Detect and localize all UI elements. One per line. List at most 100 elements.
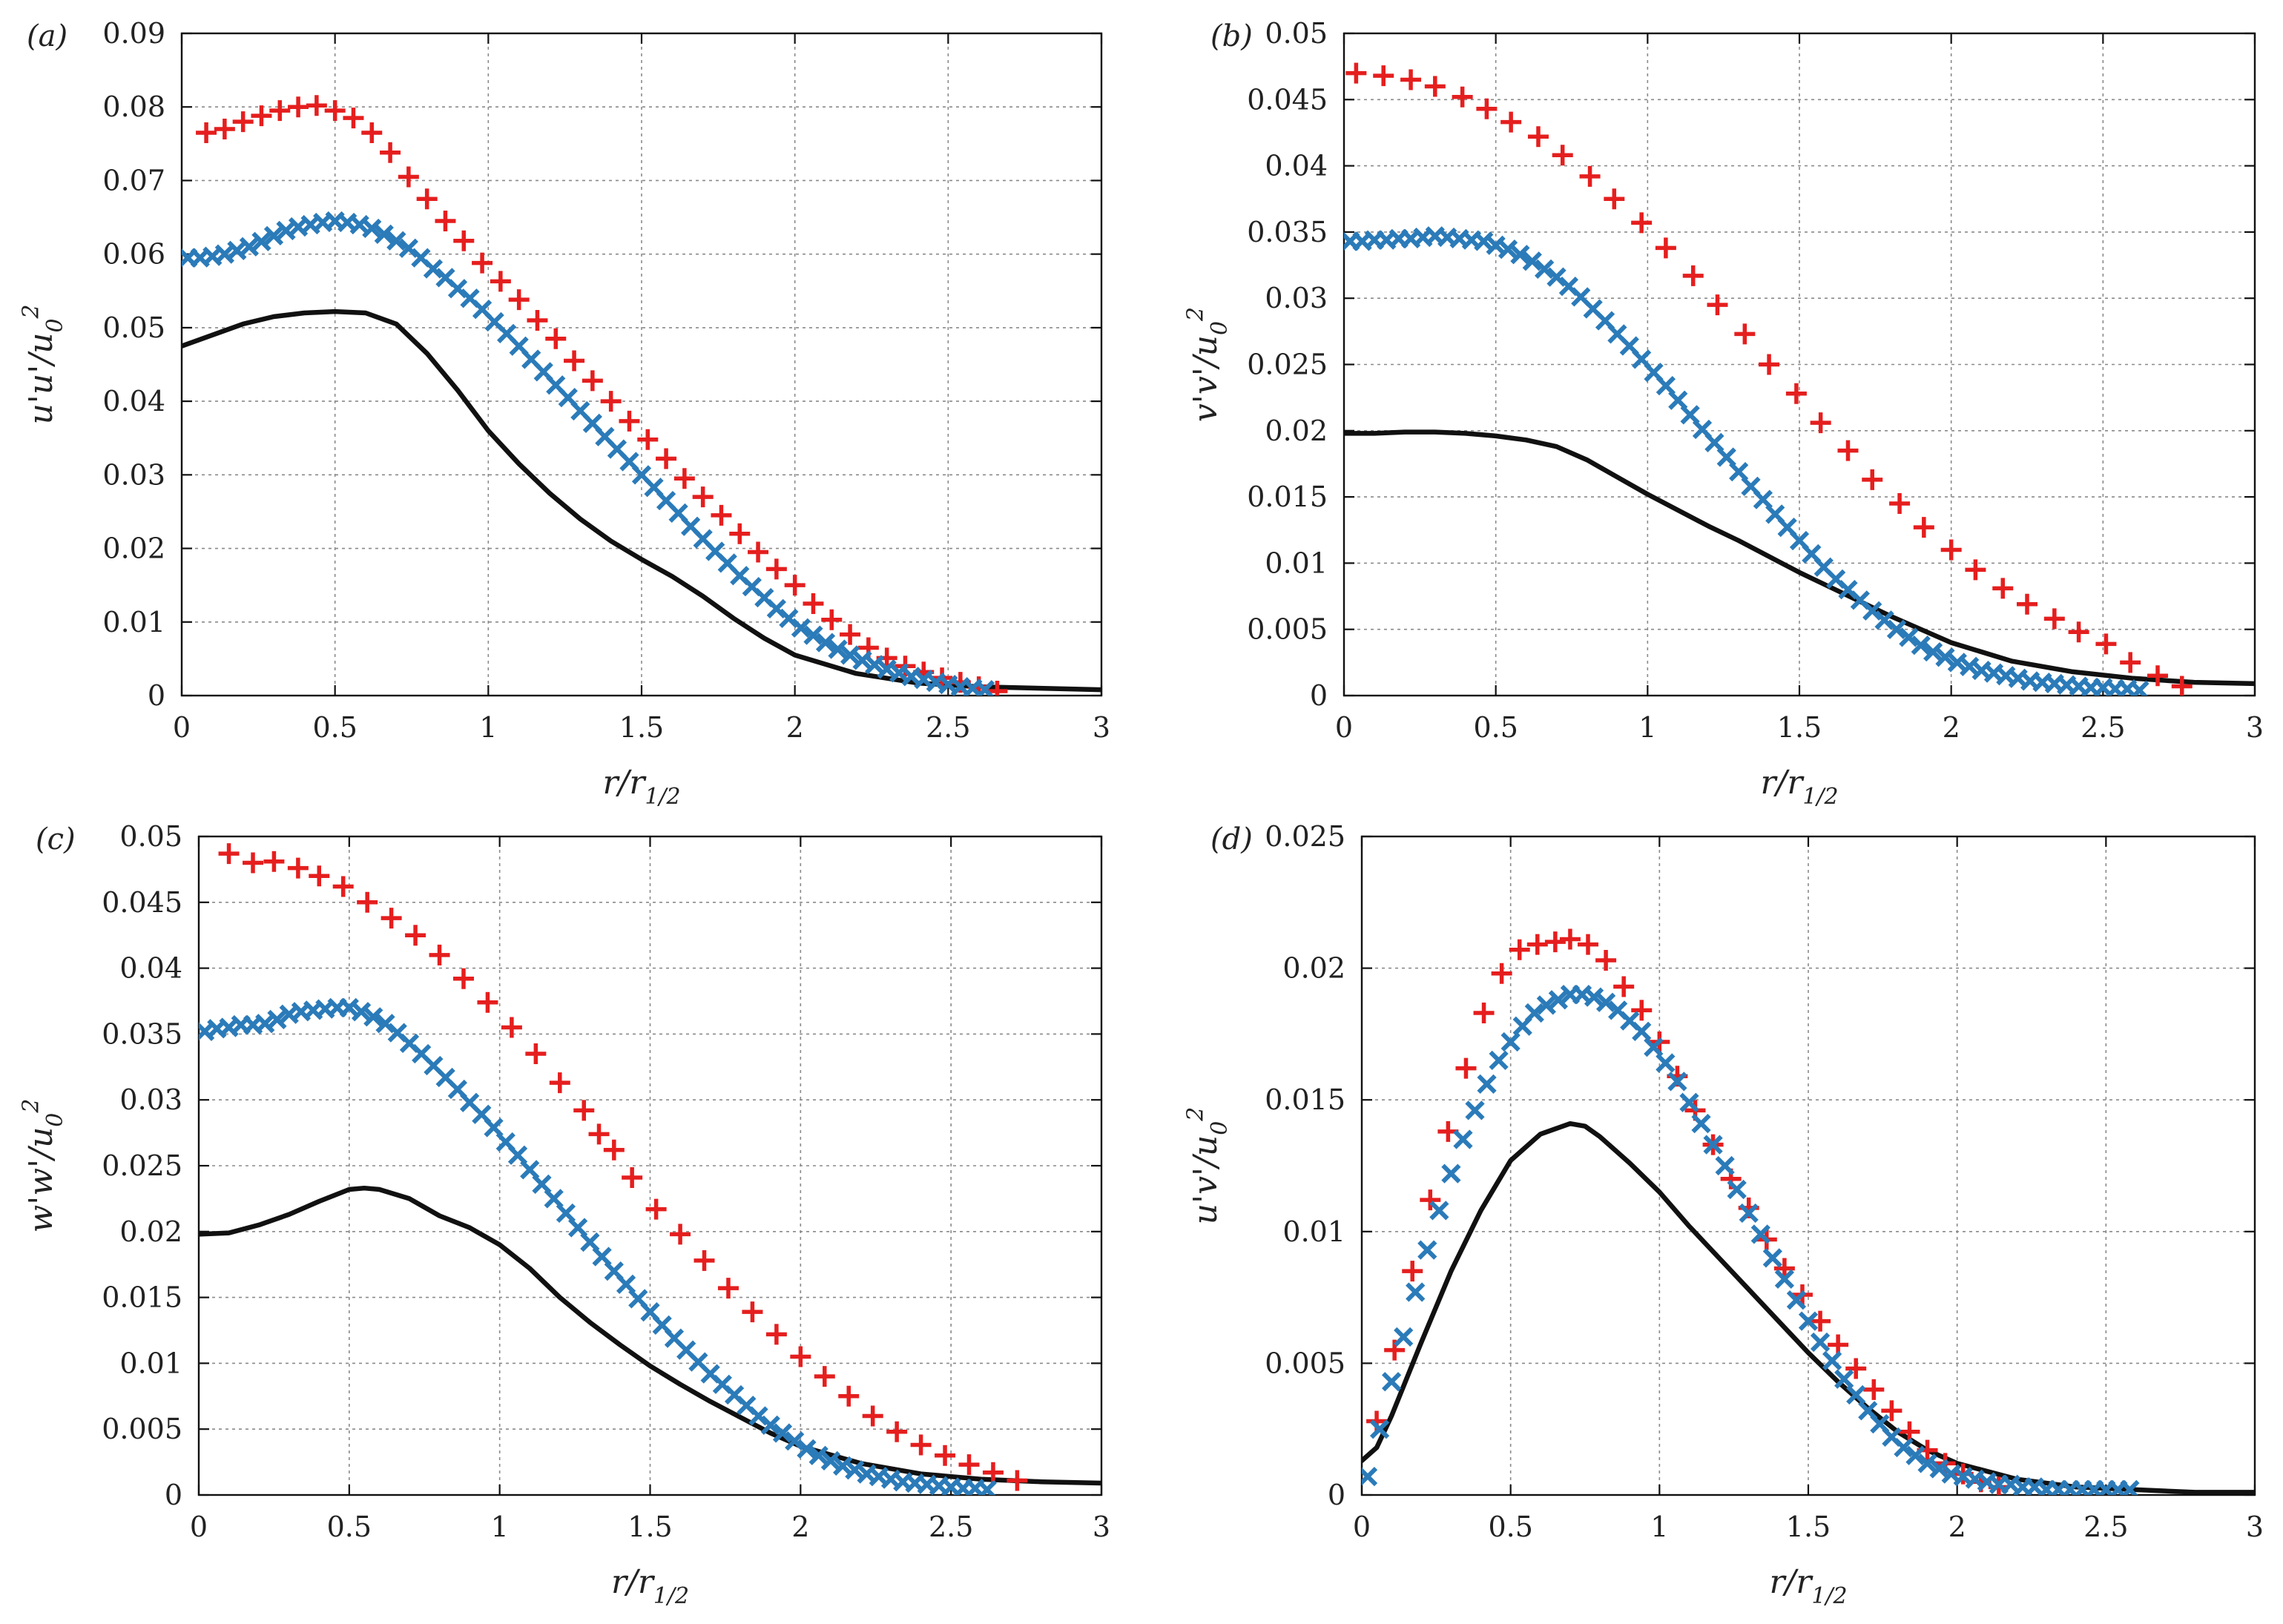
x-tick-label: 0.5 xyxy=(312,711,357,744)
y-tick-label: 0.05 xyxy=(119,820,182,853)
y-tick-label: 0.045 xyxy=(102,886,182,919)
series-line xyxy=(199,1185,1101,1486)
y-tick-label: 0.02 xyxy=(102,532,165,565)
plus-marker xyxy=(910,1434,932,1456)
plus-marker xyxy=(525,1043,547,1065)
cross-marker xyxy=(386,231,406,251)
panel-a: 0 0.5 1 1.5 2 2.5 3 0 0.01 0.02 0.03 0.04 0.05 0.06 0.… xyxy=(19,17,1111,810)
x-tick-label: 0.5 xyxy=(327,1511,372,1543)
x-tick-label: 3 xyxy=(1093,711,1110,744)
plus-marker xyxy=(1682,265,1704,286)
plus-marker xyxy=(729,523,751,544)
label-part: 1/2 xyxy=(1811,1583,1847,1609)
label-part: 2 xyxy=(1183,307,1209,322)
cross-marker xyxy=(239,237,260,257)
plus-marker xyxy=(790,1346,811,1367)
plot-frame xyxy=(1343,32,2256,697)
cross-marker xyxy=(828,639,848,659)
y-axis-label: w'w'/u02 xyxy=(19,1099,69,1233)
cross-marker xyxy=(1394,1327,1414,1347)
plus-marker xyxy=(1613,976,1635,997)
plus-marker xyxy=(1526,934,1548,955)
plus-marker xyxy=(711,504,732,526)
plus-marker xyxy=(1889,493,1911,515)
label-part: 0 xyxy=(1207,321,1233,335)
plus-marker xyxy=(1940,539,1962,561)
plus-marker xyxy=(1373,65,1394,87)
plus-marker xyxy=(472,252,493,274)
plus-marker xyxy=(582,370,603,392)
y-tick-label: 0.005 xyxy=(102,1413,182,1445)
x-tick-label: 0 xyxy=(1353,1511,1371,1543)
plus-marker xyxy=(380,908,402,929)
plus-marker xyxy=(1759,354,1780,375)
plus-marker xyxy=(1452,86,1473,108)
plus-marker xyxy=(645,1198,667,1220)
y-tick-label: 0.03 xyxy=(119,1083,182,1116)
plus-marker xyxy=(1773,1258,1795,1279)
x-tick-label: 2.5 xyxy=(2081,711,2125,744)
label-part: r/r xyxy=(1760,764,1805,802)
cross-marker xyxy=(1834,1369,1854,1389)
series-group xyxy=(182,95,1101,696)
cross-marker xyxy=(840,645,860,665)
cross-marker xyxy=(1899,627,1919,647)
plus-marker xyxy=(1655,237,1676,259)
y-tick-label: 0.015 xyxy=(1265,1083,1345,1116)
x-tick-label: 3 xyxy=(1093,1511,1110,1543)
cross-marker xyxy=(791,618,811,638)
label-part: 2 xyxy=(19,304,45,319)
plus-marker xyxy=(232,111,254,133)
plus-marker xyxy=(2068,621,2089,643)
cross-marker xyxy=(1632,1021,1652,1041)
plus-marker xyxy=(982,1462,1004,1483)
plus-marker xyxy=(1845,1358,1867,1379)
x-tick-label: 1.5 xyxy=(627,1511,672,1543)
cross-marker xyxy=(1489,1050,1509,1071)
cross-marker xyxy=(1417,1240,1437,1260)
cross-marker xyxy=(1739,1203,1759,1224)
cross-marker xyxy=(1715,1155,1735,1176)
plus-marker xyxy=(821,609,843,630)
cross-marker xyxy=(1477,1074,1497,1095)
plus-marker xyxy=(1863,1379,1885,1400)
y-tick-label: 0.045 xyxy=(1247,83,1328,116)
cross-marker xyxy=(1750,1224,1770,1244)
plus-marker xyxy=(2171,676,2193,696)
cross-marker xyxy=(1465,1100,1485,1120)
cross-marker xyxy=(423,259,444,279)
plus-marker xyxy=(619,410,640,432)
plus-marker xyxy=(1402,1261,1423,1282)
panel-label: (b) xyxy=(1210,19,1253,53)
y-tick-label: 0.02 xyxy=(1282,952,1345,985)
plus-marker xyxy=(1500,111,1522,133)
plus-marker xyxy=(1862,469,1883,490)
plus-marker xyxy=(1631,212,1653,234)
y-tick-label: 0.015 xyxy=(1247,481,1328,513)
cross-marker xyxy=(1786,1290,1807,1310)
plus-marker xyxy=(637,429,659,450)
y-tick-label: 0.025 xyxy=(1265,820,1345,853)
x-tick-label: 2.5 xyxy=(2083,1511,2128,1543)
cross-marker xyxy=(1441,1163,1461,1184)
x-tick-label: 1 xyxy=(491,1511,509,1543)
plus-marker xyxy=(1579,165,1601,187)
y-tick-label: 0.025 xyxy=(102,1149,182,1182)
cross-marker xyxy=(1905,1445,1925,1465)
y-axis-label: v'v'/u02 xyxy=(1183,307,1233,422)
x-tick-label: 1 xyxy=(1638,711,1656,744)
x-tick-label: 0 xyxy=(190,1511,208,1543)
cross-marker xyxy=(1894,1437,1914,1458)
cross-marker xyxy=(808,1445,828,1465)
plus-marker xyxy=(2120,652,2141,673)
plus-marker xyxy=(670,1224,691,1245)
y-tick-label: 0.02 xyxy=(119,1215,182,1248)
cross-marker xyxy=(1691,1114,1711,1134)
plot-frame xyxy=(197,835,1103,1496)
x-tick-label: 1.5 xyxy=(1786,1511,1831,1543)
cross-marker xyxy=(1584,987,1604,1007)
cross-marker xyxy=(1703,1135,1723,1155)
y-tick-label: 0.035 xyxy=(102,1017,182,1050)
y-tick-label: 0 xyxy=(165,1479,182,1511)
plus-marker xyxy=(1913,517,1934,538)
